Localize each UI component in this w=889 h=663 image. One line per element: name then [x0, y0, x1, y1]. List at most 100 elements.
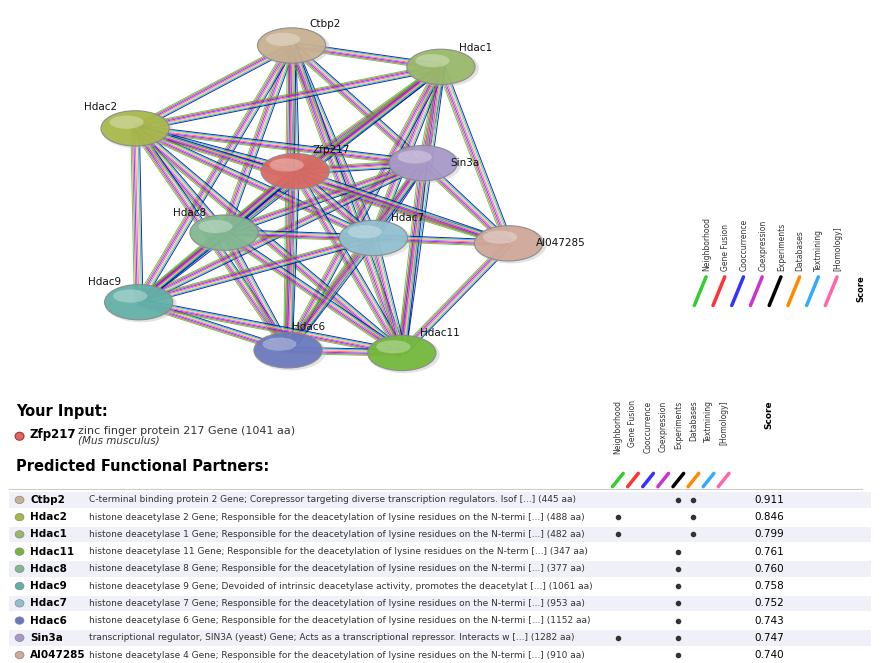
Ellipse shape [101, 111, 169, 146]
Text: Coexpression: Coexpression [758, 219, 767, 271]
Text: Ctbp2: Ctbp2 [309, 19, 340, 29]
Ellipse shape [348, 225, 382, 239]
Ellipse shape [389, 145, 457, 181]
Ellipse shape [407, 49, 475, 84]
Text: Hdac11: Hdac11 [30, 546, 75, 557]
Ellipse shape [254, 333, 326, 371]
Ellipse shape [340, 221, 412, 258]
Ellipse shape [368, 335, 436, 371]
Ellipse shape [15, 582, 24, 590]
Ellipse shape [15, 651, 24, 659]
Ellipse shape [262, 337, 297, 351]
Text: Experiments: Experiments [777, 222, 786, 271]
Text: AI047285: AI047285 [535, 238, 585, 249]
Ellipse shape [368, 336, 440, 373]
Ellipse shape [475, 227, 547, 263]
Text: histone deacetylase 6 Gene; Responsible for the deacetylation of lysine residues: histone deacetylase 6 Gene; Responsible … [89, 616, 590, 625]
Ellipse shape [15, 432, 24, 440]
Text: 0.761: 0.761 [754, 546, 784, 557]
Ellipse shape [266, 32, 300, 46]
Text: 0.752: 0.752 [754, 598, 784, 609]
Ellipse shape [258, 28, 325, 63]
FancyBboxPatch shape [9, 526, 871, 542]
Text: 0.911: 0.911 [754, 495, 784, 505]
Text: Hdac2: Hdac2 [30, 512, 67, 522]
Text: Zfp217: Zfp217 [29, 428, 76, 441]
Ellipse shape [415, 54, 450, 67]
Ellipse shape [190, 215, 258, 251]
Text: Hdac11: Hdac11 [420, 328, 460, 338]
Ellipse shape [261, 154, 329, 189]
FancyBboxPatch shape [9, 561, 871, 577]
Text: Zfp217: Zfp217 [313, 145, 350, 155]
Ellipse shape [15, 496, 24, 504]
Text: Sin3a: Sin3a [450, 158, 479, 168]
Text: Databases: Databases [689, 400, 698, 441]
Ellipse shape [254, 333, 322, 368]
FancyBboxPatch shape [9, 492, 871, 508]
Ellipse shape [397, 151, 432, 164]
Text: histone deacetylase 8 Gene; Responsible for the deacetylation of lysine residues: histone deacetylase 8 Gene; Responsible … [89, 564, 585, 573]
Ellipse shape [258, 29, 330, 66]
Text: 0.747: 0.747 [754, 633, 784, 643]
Text: 0.740: 0.740 [754, 650, 784, 660]
Text: Experiments: Experiments [674, 400, 683, 449]
Text: Hdac6: Hdac6 [292, 322, 324, 332]
Text: histone deacetylase 7 Gene; Responsible for the deacetylation of lysine residues: histone deacetylase 7 Gene; Responsible … [89, 599, 585, 608]
Text: Predicted Functional Partners:: Predicted Functional Partners: [16, 459, 269, 474]
Text: Coexpression: Coexpression [659, 400, 668, 452]
FancyBboxPatch shape [9, 578, 871, 594]
Ellipse shape [15, 530, 24, 538]
FancyBboxPatch shape [9, 613, 871, 629]
Text: transcriptional regulator, SIN3A (yeast) Gene; Acts as a transcriptional repress: transcriptional regulator, SIN3A (yeast)… [89, 633, 574, 642]
Text: C-terminal binding protein 2 Gene; Corepressor targeting diverse transcription r: C-terminal binding protein 2 Gene; Corep… [89, 495, 576, 505]
Ellipse shape [109, 115, 144, 129]
Text: histone deacetylase 2 Gene; Responsible for the deacetylation of lysine residues: histone deacetylase 2 Gene; Responsible … [89, 512, 585, 522]
Text: Your Input:: Your Input: [16, 404, 108, 420]
Text: Hdac6: Hdac6 [30, 615, 67, 626]
Text: Hdac7: Hdac7 [30, 598, 68, 609]
Text: histone deacetylase 9 Gene; Devoided of intrinsic deacetylase activity, promotes: histone deacetylase 9 Gene; Devoided of … [89, 581, 593, 591]
Ellipse shape [475, 225, 542, 261]
Text: histone deacetylase 4 Gene; Responsible for the deacetylation of lysine residues: histone deacetylase 4 Gene; Responsible … [89, 650, 585, 660]
Text: Hdac2: Hdac2 [84, 102, 117, 112]
Text: AI047285: AI047285 [30, 650, 86, 660]
Text: Textmining: Textmining [704, 400, 713, 442]
Ellipse shape [101, 111, 173, 149]
Text: Neighborhood: Neighborhood [702, 217, 711, 271]
Text: Hdac9: Hdac9 [88, 277, 121, 287]
FancyBboxPatch shape [9, 647, 871, 663]
Ellipse shape [15, 548, 24, 556]
Text: Databases: Databases [796, 230, 805, 271]
Ellipse shape [190, 215, 262, 253]
Ellipse shape [113, 289, 148, 302]
Ellipse shape [105, 284, 172, 320]
FancyBboxPatch shape [9, 630, 871, 646]
Ellipse shape [15, 599, 24, 607]
Ellipse shape [261, 154, 333, 192]
Text: Hdac9: Hdac9 [30, 581, 67, 591]
FancyBboxPatch shape [9, 595, 871, 611]
Text: Hdac1: Hdac1 [459, 44, 492, 54]
Ellipse shape [15, 513, 24, 521]
Text: 0.799: 0.799 [754, 529, 784, 540]
Text: 0.758: 0.758 [754, 581, 784, 591]
Text: Cooccurrence: Cooccurrence [644, 400, 653, 453]
Ellipse shape [269, 158, 304, 172]
Text: [Homology]: [Homology] [833, 226, 842, 271]
Text: Hdac8: Hdac8 [173, 208, 206, 217]
Ellipse shape [105, 285, 177, 322]
Text: 0.846: 0.846 [754, 512, 784, 522]
Text: Hdac8: Hdac8 [30, 564, 67, 574]
FancyBboxPatch shape [9, 509, 871, 525]
Ellipse shape [483, 231, 517, 244]
Ellipse shape [15, 634, 24, 642]
Ellipse shape [376, 340, 411, 353]
Text: Score: Score [765, 400, 773, 429]
Text: [Homology]: [Homology] [719, 400, 728, 445]
Text: zinc finger protein 217 Gene (1041 aa): zinc finger protein 217 Gene (1041 aa) [78, 426, 295, 436]
Text: Score: Score [857, 276, 866, 302]
Text: Cooccurrence: Cooccurrence [740, 218, 749, 271]
Text: Sin3a: Sin3a [30, 633, 63, 643]
Text: Textmining: Textmining [814, 229, 823, 271]
